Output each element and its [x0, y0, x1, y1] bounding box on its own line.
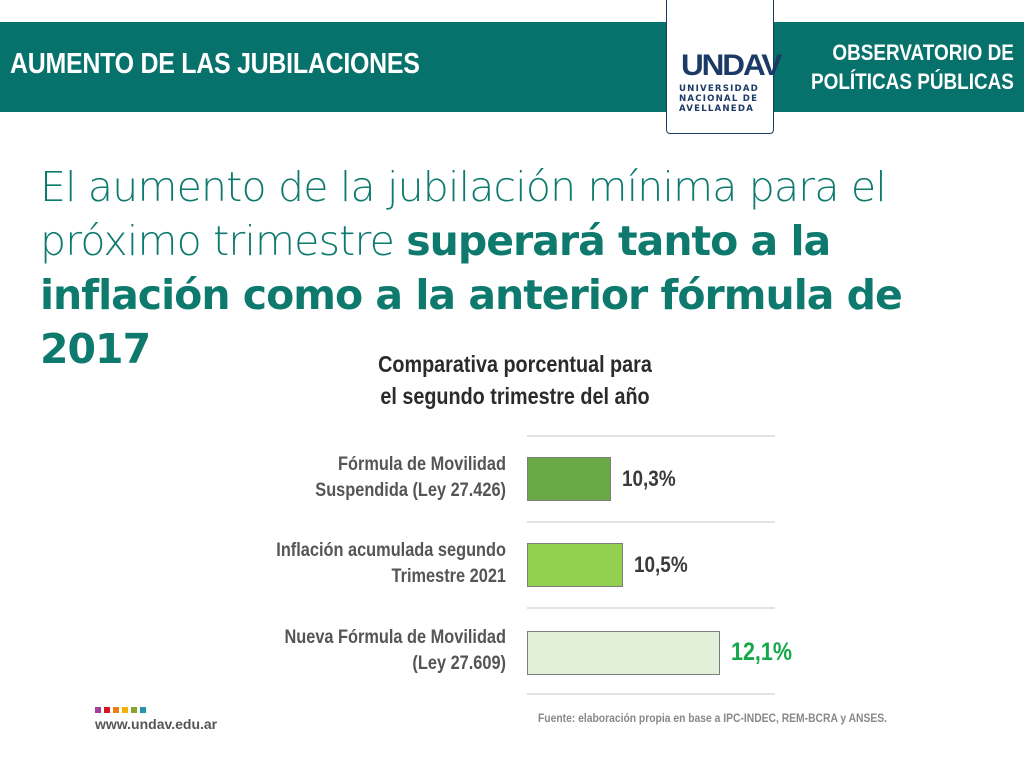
bar-inflacion — [527, 543, 623, 587]
value-label: 10,5% — [634, 552, 688, 577]
page-title: AUMENTO DE LAS JUBILACIONES — [10, 48, 420, 80]
color-square — [122, 707, 128, 713]
gridline — [527, 607, 775, 609]
headline: El aumento de la jubilación mínima para … — [40, 160, 1020, 376]
observatorio-label: OBSERVATORIO DE POLÍTICAS PÚBLICAS — [811, 38, 1014, 96]
headline-bold: superará tanto a la inflación como a la … — [40, 217, 903, 373]
observatorio-line: OBSERVATORIO DE — [832, 40, 1014, 65]
website-link[interactable]: www.undav.edu.ar — [95, 716, 218, 732]
chart-title-line: Comparativa porcentual para — [378, 351, 652, 377]
gridline — [527, 521, 775, 523]
undav-logo-mark: UNDAV — [681, 49, 782, 82]
category-label: Fórmula de Movilidad Suspendida (Ley 27.… — [248, 452, 506, 504]
category-label-line: Suspendida (Ley 27.426) — [315, 480, 506, 501]
color-square — [131, 707, 137, 713]
category-label-line: Nueva Fórmula de Movilidad — [284, 627, 506, 648]
color-square — [104, 707, 110, 713]
undav-logo: UNDAV UNIVERSIDAD NACIONAL DE AVELLANEDA — [666, 0, 782, 134]
source-note: Fuente: elaboración propia en base a IPC… — [538, 711, 888, 725]
gridline — [527, 693, 775, 695]
category-label: Inflación acumulada segundo Trimestre 20… — [248, 538, 506, 590]
value-label: 10,3% — [622, 466, 676, 491]
category-label-line: Fórmula de Movilidad — [338, 454, 506, 475]
bar-formula-suspendida — [527, 457, 611, 501]
header-banner — [0, 22, 1024, 112]
chart-title-line: el segundo trimestre del año — [380, 383, 650, 409]
chart-title: Comparativa porcentual para el segundo t… — [322, 348, 709, 412]
category-label-line: Trimestre 2021 — [391, 566, 506, 587]
undav-logo-text: UNIVERSIDAD NACIONAL DE AVELLANEDA — [679, 84, 765, 114]
category-label: Nueva Fórmula de Movilidad (Ley 27.609) — [248, 625, 506, 677]
category-label-line: Inflación acumulada segundo — [276, 540, 506, 561]
bar-nueva-formula — [527, 631, 720, 675]
category-label-line: (Ley 27.609) — [412, 653, 506, 674]
gridline — [527, 435, 775, 437]
observatorio-line: POLÍTICAS PÚBLICAS — [811, 69, 1014, 94]
color-square — [113, 707, 119, 713]
logo-line: NACIONAL DE — [679, 94, 759, 104]
color-square — [95, 707, 101, 713]
color-square — [140, 707, 146, 713]
value-label-highlight: 12,1% — [731, 638, 792, 666]
logo-line: AVELLANEDA — [679, 104, 755, 114]
brand-color-squares — [95, 707, 146, 713]
logo-line: UNIVERSIDAD — [679, 84, 760, 94]
headline-normal: El aumento de la jubilación mínima para … — [40, 163, 887, 265]
